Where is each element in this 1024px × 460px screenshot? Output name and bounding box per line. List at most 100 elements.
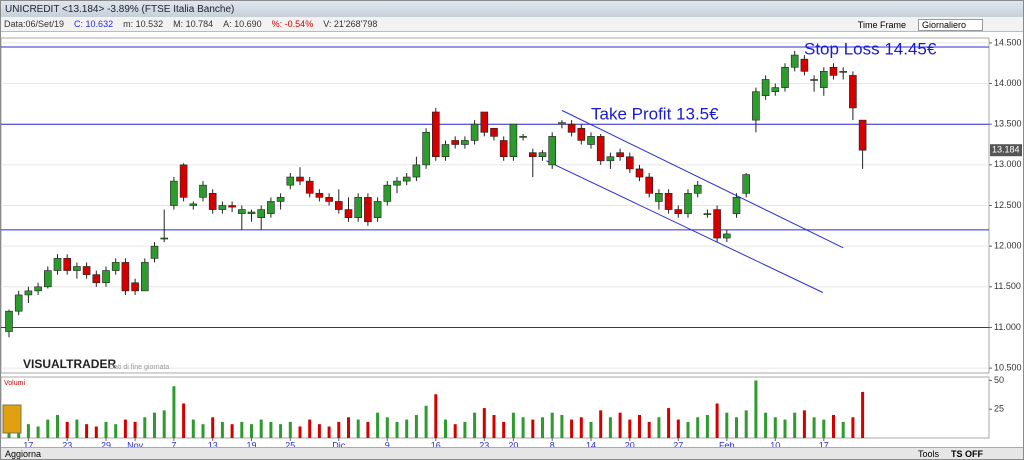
candle-body [73,266,81,271]
x-tick-label: 20 [508,440,518,450]
volume-bar [36,426,40,438]
candle-body [528,152,537,158]
volume-bar [191,419,195,438]
annotation: Take Profit 13.5€ [591,105,719,124]
volume-bar [638,414,641,438]
volume-bar [657,417,661,438]
y-tick-label: 11.500 [994,281,1021,291]
volume-bar [822,419,826,438]
volume-bar [143,417,147,438]
ts-button[interactable]: TS OFF [951,448,983,459]
volume-bar [288,421,292,438]
candle-body [364,197,372,223]
candle-body [34,286,42,292]
time-frame-select[interactable]: Giornaliero [917,19,983,31]
volume-bar [405,419,409,438]
x-tick-label: 8 [550,440,555,450]
volume-bar [502,421,506,438]
candle-body [315,193,324,198]
volume-bar [608,417,612,438]
volume-bar [434,394,438,438]
candle-body [170,180,178,206]
y-tick-label: 14.000 [994,78,1022,88]
y-tick-label: 13.000 [994,159,1022,169]
candle-body [286,176,295,186]
candle-body [412,164,421,178]
volume-bar [744,410,748,438]
y-tick-label: 12.000 [994,241,1022,251]
volume-bar [725,412,729,438]
window-title: UNICREDIT <13.184> -3.89% (FTSE Italia B… [1,1,1023,17]
candle-body [325,197,333,202]
volume-bar [764,412,768,438]
volume-bar [802,410,806,438]
candle-body [150,245,159,259]
candle-body [558,122,566,125]
volume-bar [279,424,283,438]
volume-bar [570,419,574,438]
volume-bar [492,414,496,438]
info-max: M: 10.784 [173,19,214,29]
volume-bar [696,417,700,438]
volume-bar [783,419,787,438]
info-open: A: 10.690 [223,19,262,29]
volume-bar [94,426,98,438]
candle-body [24,290,33,296]
candle-body [354,197,363,218]
volume-bar [114,424,118,438]
candle-body [461,140,469,145]
volume-bar [473,412,477,438]
y-tick-label: 10.500 [994,362,1022,372]
candle-body [189,203,198,206]
volume-bar [618,412,622,438]
x-tick-label: 14 [586,440,596,450]
volume-bar [356,419,360,438]
volume-bar [861,391,865,438]
volume-bar [162,410,166,438]
candle-body [790,54,799,68]
candle-body [422,132,430,166]
candle-body [693,184,702,194]
volume-bar [754,380,758,438]
candle-body [92,274,101,284]
candle-body [102,270,110,284]
candle-body [179,164,188,198]
tools-button[interactable]: Tools [917,448,939,459]
volume-bar [250,424,253,438]
candle-body [247,211,256,214]
volume-bar [366,421,370,438]
candle-body [121,262,130,292]
volume-bar [123,419,127,438]
x-tick-label: 23 [62,440,72,450]
volume-bar [715,403,719,438]
volume-tick-label: 25 [994,404,1004,414]
volume-bar [705,414,709,438]
candle-body [616,152,624,158]
volume-bar [56,414,59,438]
volume-bar [182,403,186,438]
candle-body [538,152,547,158]
volume-bar [667,408,671,438]
volume-bar [75,419,79,438]
candle-body [218,205,227,210]
candle-body [267,201,275,214]
candle-body [645,176,654,194]
annotation: Stop Loss 14.45€ [804,39,937,58]
update-button[interactable]: Aggiorna [5,448,42,459]
candle-body [63,258,72,271]
candle-body [402,176,411,182]
candle-body [53,258,62,271]
y-tick-label: 12.500 [994,200,1022,210]
x-tick-label: 29 [101,440,111,450]
time-frame-label: Time Frame [857,20,906,30]
volume-bar [676,419,680,438]
candle-body [5,310,13,332]
volume-bar [269,421,273,438]
volume-bar [579,417,583,438]
candle-body [14,294,23,312]
candle-body [858,119,867,151]
volume-bar [385,417,389,438]
volume-bar [298,426,302,438]
y-tick-label: 13.500 [994,119,1022,129]
x-tick-label: 25 [285,440,295,450]
